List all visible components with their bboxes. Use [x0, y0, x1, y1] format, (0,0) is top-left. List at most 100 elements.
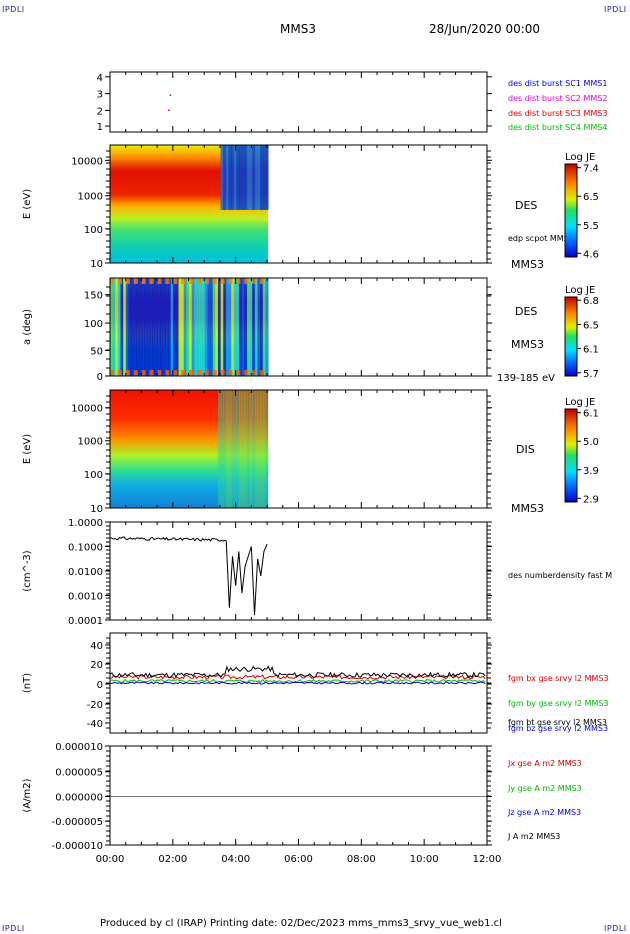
pitch-column — [136, 278, 140, 376]
pitch-edge — [204, 278, 209, 284]
pitch-edge — [228, 278, 233, 284]
pitch-column — [178, 278, 182, 376]
colorbar — [564, 163, 578, 258]
pitch-edge — [157, 278, 162, 284]
legend-entry: des dist burst SC4 MMS4 — [508, 123, 607, 132]
density-series-line — [109, 536, 268, 616]
pitch-column — [207, 278, 211, 376]
pitch-column — [194, 278, 198, 376]
pitch-edge — [117, 278, 122, 284]
pitch-edge — [149, 278, 154, 284]
y-tick-label: 0.000010 — [55, 742, 103, 753]
pitch-edge — [236, 370, 241, 376]
colorbar-title: Log JE — [565, 397, 595, 408]
colorbar-tick-label: 7.4 — [583, 164, 599, 175]
pitch-column — [112, 278, 116, 376]
colorbar — [564, 296, 578, 377]
pitch-column — [217, 278, 222, 376]
y-axis-label: E (eV) — [22, 189, 33, 219]
colorbar-tick-label: 5.7 — [583, 369, 599, 380]
legend-entry: fgm bz gse srvy l2 MMS3 — [508, 724, 608, 733]
spectro-column — [233, 390, 237, 508]
spectro-column — [231, 145, 235, 210]
x-tick-label: 06:00 — [284, 854, 313, 865]
pitch-column — [170, 278, 174, 376]
y-tick-label: -0.000010 — [52, 841, 103, 852]
pitch-edge — [141, 370, 146, 376]
colorbar-tick-label: 5.5 — [583, 221, 599, 232]
pitch-column — [162, 278, 166, 376]
corner-label-bl: IPDLI — [2, 924, 25, 933]
x-tick-label: 00:00 — [96, 854, 125, 865]
x-tick-label: 04:00 — [221, 854, 250, 865]
panel-label: DIS — [516, 443, 535, 456]
pitch-column — [262, 278, 266, 376]
y-tick-label: -20 — [87, 700, 103, 711]
pitch-column — [123, 278, 127, 376]
y-tick-label: -0.000005 — [52, 817, 103, 828]
panel-label: DES — [515, 199, 537, 212]
pitch-column — [196, 278, 201, 376]
spectro-column — [265, 390, 269, 508]
y-tick-label: 0.0100 — [68, 567, 103, 578]
legend-entry: des numberdensity fast M — [508, 571, 612, 580]
pitch-column — [223, 278, 227, 376]
pitch-edge — [165, 278, 170, 284]
panel-label: MMS3 — [511, 502, 544, 515]
y-tick-label: 1 — [97, 122, 103, 133]
panel-label: MMS3 — [511, 258, 544, 271]
panel-label: MMS3 — [511, 338, 544, 351]
pitch-edge — [173, 370, 178, 376]
pitch-edge — [220, 370, 225, 376]
corner-label-tl: IPDLI — [2, 5, 25, 14]
spectro-column — [260, 145, 264, 210]
spectro-column — [223, 145, 227, 210]
y-tick-label: 100 — [84, 319, 103, 330]
spectro-column — [260, 390, 264, 508]
colorbar-tick-label: 3.9 — [583, 466, 599, 477]
pitch-edge — [181, 370, 186, 376]
spectro-column — [231, 390, 235, 508]
bfield-series-line — [109, 674, 486, 680]
pitch-edge — [125, 370, 130, 376]
legend-entry: Jy gse A m2 MMS3 — [507, 784, 582, 793]
panel-label: DES — [515, 305, 537, 318]
pitch-edge — [252, 370, 257, 376]
burst-point — [169, 94, 172, 96]
y-tick-label: 4 — [97, 73, 103, 84]
x-tick-label: 02:00 — [158, 854, 187, 865]
pitch-edge — [204, 370, 209, 376]
y-tick-label: 100 — [84, 225, 103, 236]
colorbar-title: Log JE — [565, 285, 595, 296]
y-axis-label: E (eV) — [22, 434, 33, 464]
bfield-series-line — [109, 678, 486, 684]
colorbar-title: Log JE — [565, 152, 595, 163]
pitch-column — [220, 278, 224, 376]
spectro-column — [246, 390, 251, 508]
pitch-edge — [244, 370, 249, 376]
spectro-column — [262, 145, 266, 210]
pitch-column — [257, 278, 261, 376]
pitch-edge — [236, 278, 241, 284]
spacecraft-title: MMS3 — [280, 22, 316, 36]
panel-7-frame — [109, 745, 488, 846]
pitch-column — [241, 278, 245, 376]
pitch-edge — [212, 370, 217, 376]
legend-entry: des dist burst SC3 MMS3 — [508, 109, 607, 118]
legend-entry: des dist burst SC2 MMS2 — [508, 94, 607, 103]
pitch-column — [231, 278, 235, 376]
pitch-column — [186, 278, 190, 376]
colorbar-tick-label: 4.6 — [583, 249, 599, 260]
pitch-column — [225, 278, 230, 376]
pitch-column — [181, 278, 185, 376]
colorbar-tick-label: 6.5 — [583, 320, 599, 331]
pitch-edge — [189, 370, 193, 376]
pitch-edge — [157, 370, 162, 376]
bfield-series-line — [109, 665, 486, 679]
spectro-column — [220, 390, 224, 508]
pitch-column — [144, 278, 148, 376]
pitch-column — [254, 278, 259, 376]
pitch-edge — [228, 370, 233, 376]
pitch-edge — [133, 370, 138, 376]
pitch-edge — [260, 278, 265, 284]
